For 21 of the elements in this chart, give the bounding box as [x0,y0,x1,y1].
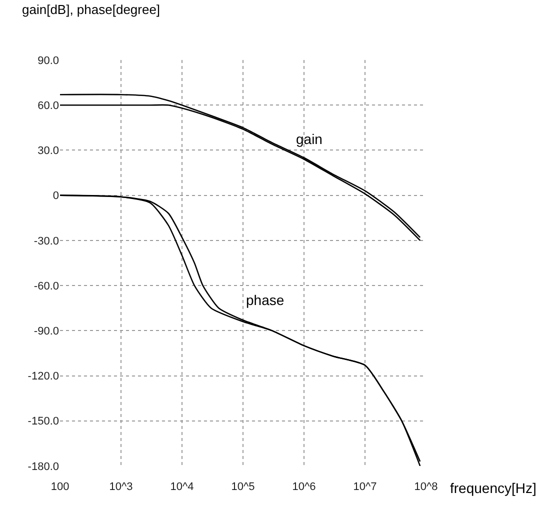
y-tick-label: 90.0 [38,54,59,67]
x-tick-label: 10^5 [231,481,255,494]
y-axis-title: gain[dB], phase[degree] [22,2,160,17]
y-tick-label: -30.0 [34,235,59,248]
y-tick-label: -60.0 [34,280,59,292]
x-tick-label: 10^8 [414,481,438,494]
y-tick-label: 60.0 [38,100,59,112]
annotation: phase [246,292,284,308]
x-tick-label: 10^4 [170,481,194,494]
y-tick-label: -120.0 [28,370,59,383]
y-tick-label: 0 [52,190,59,202]
x-tick-label: 10^6 [292,481,316,494]
y-tick-label: -90.0 [34,326,59,338]
annotation: gain [296,131,322,147]
x-tick-label: 100 [50,481,70,494]
y-tick-label: -180.0 [28,460,59,473]
y-tick-label: 30.0 [38,145,59,158]
x-tick-label: 10^3 [109,481,133,494]
y-tick-label: -150.0 [28,416,59,428]
x-axis-title: frequency[Hz] [450,480,536,496]
x-tick-label: 10^7 [353,481,377,494]
